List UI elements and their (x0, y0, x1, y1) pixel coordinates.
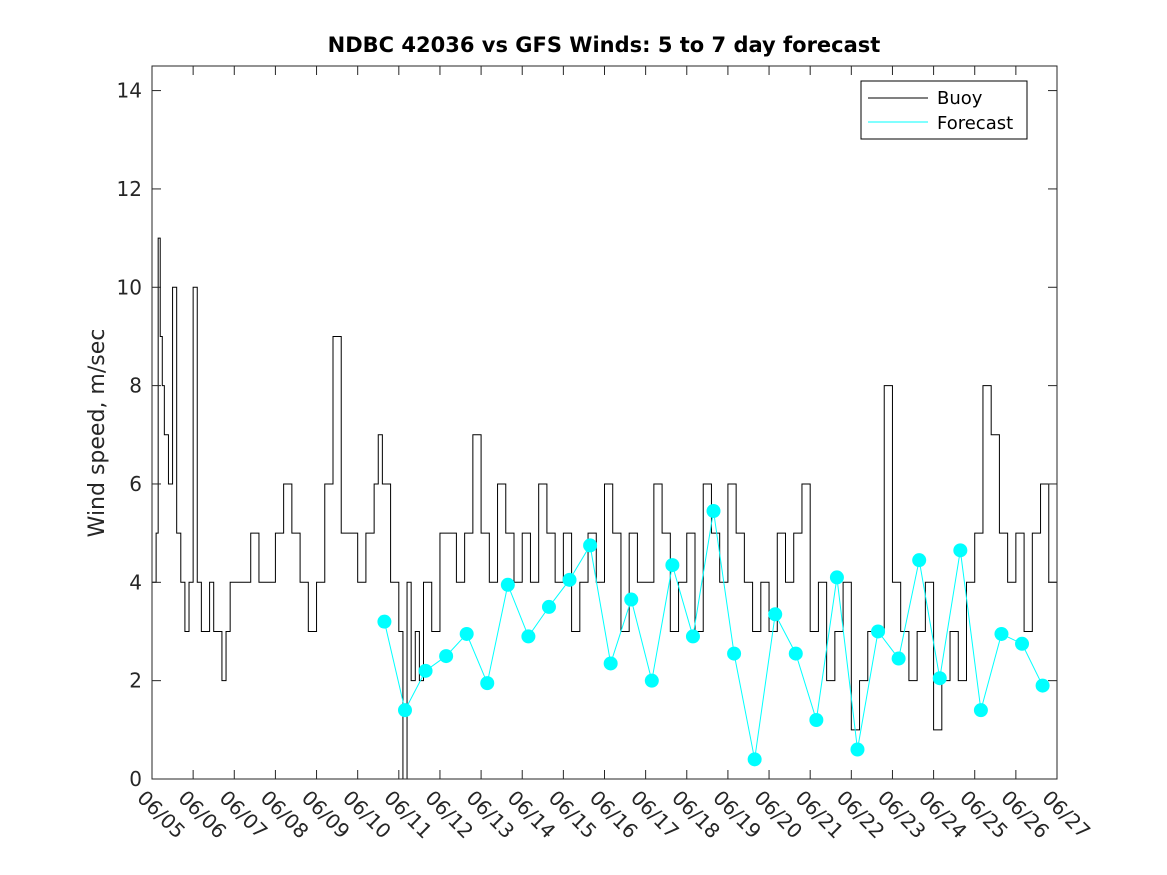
forecast-point (459, 626, 474, 641)
series-forecast-line (383, 510, 1044, 760)
forecast-point (973, 703, 988, 718)
forecast-point (480, 676, 495, 691)
forecast-point (768, 607, 783, 622)
forecast-point (727, 646, 742, 661)
series-buoy-line (152, 237, 1058, 780)
forecast-point (644, 673, 659, 688)
forecast-point (541, 599, 556, 614)
forecast-point (397, 703, 412, 718)
forecast-point (500, 577, 515, 592)
y-tick-label: 4 (129, 570, 142, 594)
forecast-point (1035, 678, 1050, 693)
y-axis-label: Wind speed, m/sec (85, 329, 110, 538)
y-tick-label: 8 (129, 374, 142, 398)
forecast-point (418, 663, 433, 678)
y-tick-label: 10 (117, 275, 142, 299)
forecast-point (747, 752, 762, 767)
forecast-point (953, 543, 968, 558)
forecast-point (891, 651, 906, 666)
legend: Buoy Forecast (860, 80, 1028, 140)
forecast-point (377, 614, 392, 629)
forecast-point (439, 649, 454, 664)
y-tick-label: 0 (129, 767, 142, 791)
forecast-point (583, 538, 598, 553)
forecast-point (706, 504, 721, 519)
forecast-point (829, 570, 844, 585)
y-tick-label: 2 (129, 669, 142, 693)
plot-frame (151, 65, 1058, 780)
forecast-point (912, 553, 927, 568)
forecast-point (809, 712, 824, 727)
x-axis: 06/0506/0606/0706/0806/0906/1006/1106/12… (132, 66, 1095, 843)
forecast-point (850, 742, 865, 757)
forecast-point (932, 671, 947, 686)
chart-title: NDBC 42036 vs GFS Winds: 5 to 7 day fore… (328, 33, 881, 57)
forecast-point (562, 572, 577, 587)
forecast-point (624, 592, 639, 607)
y-tick-label: 12 (117, 177, 142, 201)
y-axis: 0 2 4 6 8 10 12 14 (117, 79, 1057, 791)
forecast-point (685, 629, 700, 644)
forecast-point (871, 624, 886, 639)
y-tick-label: 6 (129, 472, 142, 496)
forecast-point (521, 629, 536, 644)
y-tick-label: 14 (117, 79, 142, 103)
forecast-point (603, 656, 618, 671)
forecast-point (665, 558, 680, 573)
legend-buoy-label: Buoy (937, 88, 983, 109)
forecast-point (788, 646, 803, 661)
x-tick-label: 06/27 (1037, 786, 1095, 844)
plot-area (152, 237, 1058, 780)
forecast-point (994, 626, 1009, 641)
legend-forecast-label: Forecast (937, 113, 1013, 134)
legend-box (860, 80, 1028, 140)
forecast-point (1015, 636, 1030, 651)
